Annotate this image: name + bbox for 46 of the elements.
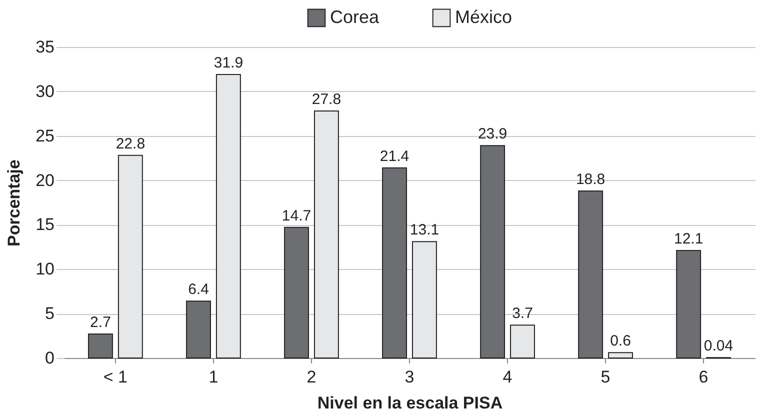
data-label: 27.8: [312, 90, 342, 108]
bar: [578, 190, 604, 358]
data-label: 21.4: [380, 148, 410, 165]
bar: [412, 241, 437, 358]
x-tick-label: 5: [600, 368, 610, 386]
legend-label: México: [455, 6, 512, 27]
bar: [382, 167, 408, 358]
data-label: 0.04: [704, 338, 734, 355]
y-tick-label: 35: [36, 38, 54, 56]
y-tick-label: 25: [36, 126, 54, 146]
bar: [510, 324, 535, 358]
legend-label: Corea: [330, 6, 380, 27]
bar: [676, 250, 702, 358]
y-tick-label: 0: [45, 348, 54, 368]
y-tick-label: 5: [45, 304, 54, 324]
x-tick-label: 1: [208, 368, 218, 386]
data-label: 31.9: [214, 54, 244, 72]
bar: [480, 145, 506, 358]
bar: [118, 154, 143, 358]
bar: [314, 110, 339, 358]
y-tick-label: 10: [36, 260, 54, 279]
data-label: 2.7: [90, 314, 111, 332]
data-label: 6.4: [188, 281, 209, 298]
bar: [608, 352, 633, 358]
x-tick-label: < 1: [103, 368, 128, 386]
y-tick-label: 20: [36, 170, 54, 190]
x-tick-label: 6: [698, 368, 708, 386]
x-tick-label: 3: [404, 368, 414, 386]
data-label: 18.8: [576, 170, 606, 188]
data-label: 22.8: [116, 135, 146, 152]
x-axis-title: Nivel en la escala PISA: [317, 394, 503, 412]
bar: [284, 226, 309, 358]
y-tick-label: 15: [36, 215, 54, 234]
data-label: 3.7: [512, 305, 533, 322]
bar: [186, 300, 211, 358]
data-label: 14.7: [282, 207, 312, 224]
x-tick-label: 2: [306, 368, 316, 386]
data-label: 13.1: [410, 222, 440, 239]
bar: [216, 74, 241, 358]
data-label: 0.6: [610, 332, 631, 350]
bar: [88, 334, 113, 358]
y-axis-title: Porcentaje: [4, 160, 24, 246]
data-label: 23.9: [478, 126, 508, 143]
y-tick-label: 30: [36, 82, 54, 101]
data-label: 12.1: [674, 230, 704, 248]
x-tick-label: 4: [502, 368, 512, 386]
